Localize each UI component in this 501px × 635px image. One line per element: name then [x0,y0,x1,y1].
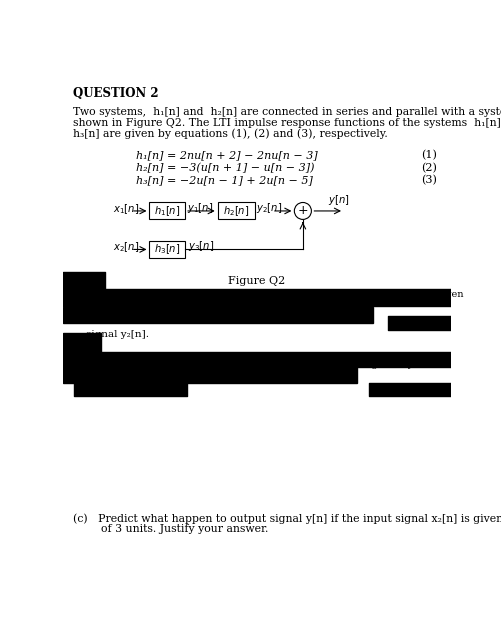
Bar [149,241,185,258]
Text: h₁[n] = 2nu[n + 2] − 2nu[n − 3]: h₁[n] = 2nu[n + 2] − 2nu[n − 3] [136,150,318,160]
Bar [149,203,185,220]
Text: x₁[n] is given by: x₁[n] is given by [334,359,413,368]
Text: $h_1[n]$: $h_1[n]$ [154,204,180,218]
Text: $y[n]$: $y[n]$ [329,193,350,207]
Bar [63,272,105,305]
Text: $h_2[n]$: $h_2[n]$ [223,204,249,218]
Bar [63,289,451,305]
Text: Two systems,  h₁[n] and  h₂[n] are connected in series and parallel with a syste: Two systems, h₁[n] and h₂[n] are connect… [74,107,501,117]
Bar [369,384,451,396]
Circle shape [295,203,312,220]
Bar [388,316,451,330]
Bar [74,384,187,396]
Text: (1): (1) [421,150,436,161]
Bar [63,352,451,367]
Bar [63,307,373,323]
Bar [63,366,357,383]
Text: $y_2[n]$: $y_2[n]$ [257,201,283,215]
Text: h₃[n] are given by equations (1), (2) and (3), respectively.: h₃[n] are given by equations (1), (2) an… [74,128,388,139]
Text: shown in Figure Q2. The LTI impulse response functions of the systems  h₁[n],  h: shown in Figure Q2. The LTI impulse resp… [74,117,501,128]
Bar [217,203,255,220]
Text: (2): (2) [421,163,436,173]
Text: $y_1[n]$: $y_1[n]$ [187,201,213,215]
Text: of 3 units. Justify your answer.: of 3 units. Justify your answer. [74,525,269,534]
Text: $x_2[n]$: $x_2[n]$ [113,240,139,254]
Text: h₂[n] = −3(u[n + 1] − u[n − 3]): h₂[n] = −3(u[n + 1] − u[n − 3]) [136,163,315,173]
Text: signal y₂[n].: signal y₂[n]. [86,330,149,339]
Text: $y_3[n]$: $y_3[n]$ [188,239,214,253]
Text: h₃[n] = −2u[n − 1] + 2u[n − 5]: h₃[n] = −2u[n − 1] + 2u[n − 5] [136,175,313,185]
Bar [63,333,101,367]
Text: the output response of x₁[n] using convolution if the input signal x₁[n] is give: the output response of x₁[n] using convo… [77,290,463,299]
Text: Figure Q2: Figure Q2 [228,276,285,286]
Text: $x_1[n]$: $x_1[n]$ [113,202,139,215]
Text: (3): (3) [421,175,436,185]
Text: (c)   Predict what happen to output signal y[n] if the input signal x₂[n] is giv: (c) Predict what happen to output signal… [74,514,501,524]
Text: QUESTION 2: QUESTION 2 [74,87,159,100]
Text: $h_3[n]$: $h_3[n]$ [154,243,180,257]
Text: +: + [298,204,308,217]
